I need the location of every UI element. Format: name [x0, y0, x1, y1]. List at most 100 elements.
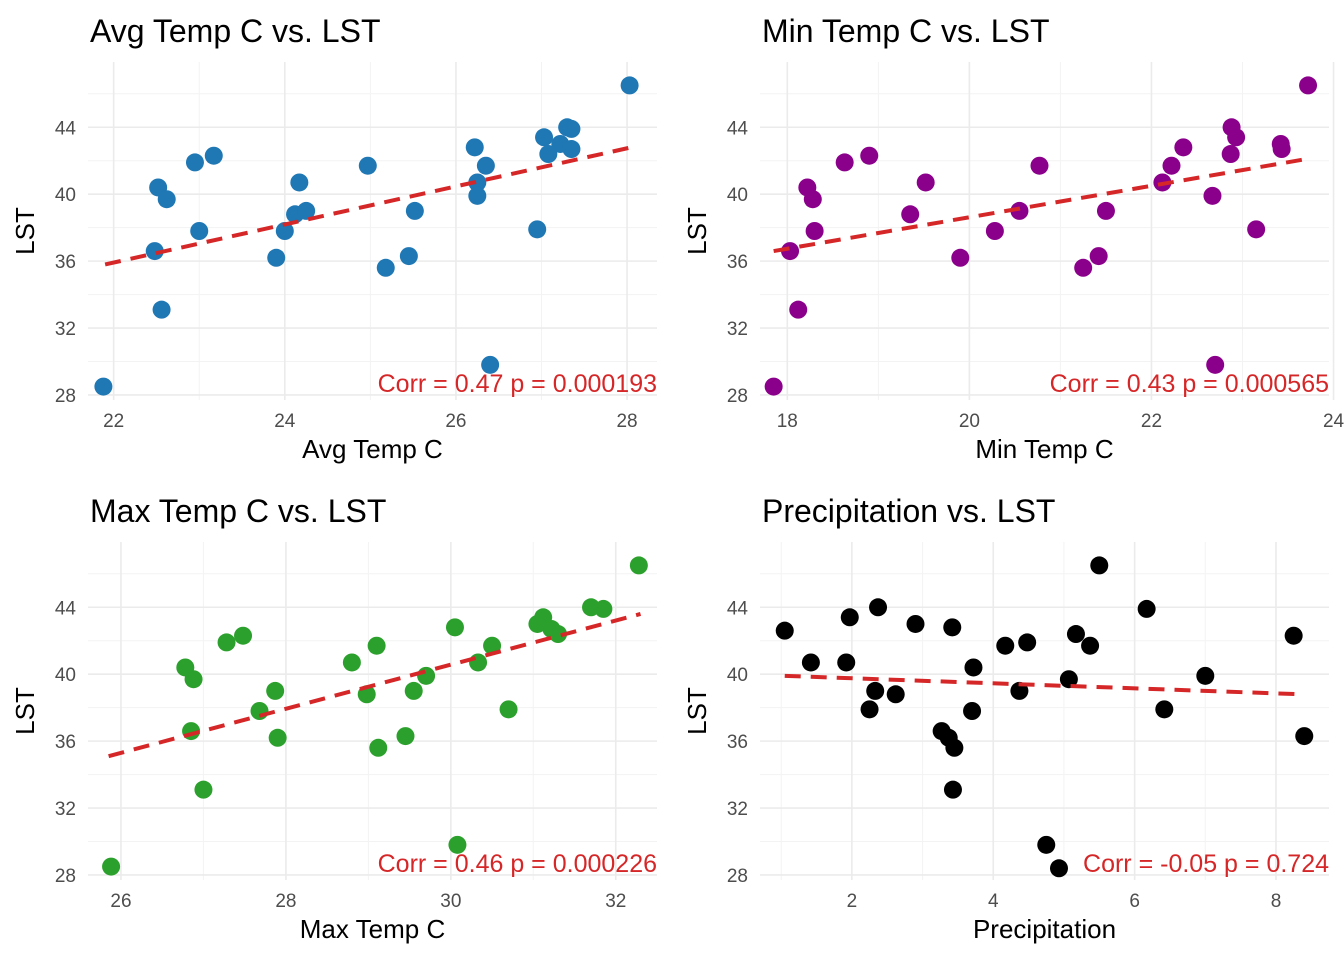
data-point [250, 702, 269, 720]
y-tick-label: 28 [55, 866, 76, 887]
y-tick-label: 32 [727, 799, 748, 820]
x-tick-label: 26 [110, 891, 131, 912]
data-point [481, 355, 500, 374]
data-point [483, 636, 502, 655]
data-point [1247, 220, 1266, 239]
data-point [204, 146, 223, 165]
data-point [102, 857, 121, 876]
data-point [266, 681, 285, 700]
data-point [1221, 145, 1240, 164]
data-point [629, 556, 648, 575]
y-tick-label: 40 [727, 185, 748, 206]
x-axis-label: Precipitation [973, 914, 1116, 944]
data-point [996, 636, 1015, 655]
correlation-annotation: Corr = 0.46 p = 0.000226 [378, 850, 657, 878]
data-point [145, 242, 164, 261]
y-tick-label: 44 [727, 598, 749, 619]
x-tick-label: 18 [777, 411, 798, 432]
x-axis-label: Min Temp C [975, 434, 1113, 464]
y-tick-label: 36 [55, 732, 76, 753]
y-axis-label: LST [682, 687, 712, 735]
data-point [539, 145, 558, 164]
data-point [342, 653, 361, 672]
data-point [275, 222, 294, 240]
data-point [840, 608, 859, 627]
data-point [901, 205, 920, 224]
data-point [1081, 636, 1100, 655]
data-point [562, 119, 581, 138]
y-axis-label: LST [10, 687, 40, 735]
data-point [951, 248, 970, 267]
y-tick-label: 36 [55, 252, 76, 273]
data-point [866, 681, 885, 700]
data-point [194, 780, 213, 799]
data-point [499, 700, 518, 719]
data-point [869, 598, 888, 617]
data-point [152, 300, 171, 319]
trend-line [784, 673, 1301, 697]
data-point [217, 633, 236, 652]
panel-title: Precipitation vs. LST [762, 493, 1055, 529]
y-tick-label: 32 [55, 319, 76, 340]
data-point [1155, 700, 1174, 719]
correlation-annotation: Corr = 0.47 p = 0.000193 [378, 370, 657, 398]
data-point [594, 599, 613, 618]
x-axis-label: Avg Temp C [302, 434, 443, 464]
y-tick-label: 32 [727, 319, 748, 340]
data-point [1030, 156, 1049, 175]
data-point [1049, 859, 1068, 878]
data-point [448, 835, 467, 854]
data-point [1010, 681, 1029, 700]
data-point [943, 618, 962, 637]
data-point [1074, 258, 1093, 277]
x-tick-label: 2 [847, 891, 858, 912]
data-point [268, 728, 287, 747]
correlation-annotation: Corr = 0.43 p = 0.000565 [1050, 370, 1329, 398]
data-point [1174, 138, 1193, 157]
x-tick-label: 26 [445, 411, 466, 432]
data-point [94, 377, 113, 396]
data-point [860, 700, 879, 719]
data-point [1196, 666, 1215, 685]
data-point [1203, 186, 1222, 205]
data-point [943, 780, 962, 799]
y-tick-label: 40 [55, 185, 76, 206]
x-tick-label: 6 [1129, 891, 1140, 912]
y-tick-label: 28 [55, 386, 76, 407]
data-point [1066, 625, 1085, 644]
data-point [562, 140, 581, 159]
data-point [184, 670, 203, 689]
trend-line [108, 612, 642, 759]
data-point [964, 658, 983, 677]
trend-line [773, 157, 1307, 254]
data-point [1090, 556, 1109, 575]
data-point [1295, 727, 1314, 746]
x-tick-label: 28 [616, 411, 637, 432]
data-point [1227, 128, 1246, 147]
data-point [234, 626, 253, 645]
data-point [468, 173, 487, 192]
y-tick-label: 44 [55, 118, 77, 139]
x-tick-label: 32 [605, 891, 626, 912]
y-tick-label: 44 [727, 118, 749, 139]
x-axis-label: Max Temp C [300, 914, 445, 944]
panel-max-temp: 26 28 30 32 28 32 36 40 44 Corr = 0.46 p = 0.0002… [10, 493, 657, 944]
y-tick-label: 32 [55, 799, 76, 820]
panel-title: Min Temp C vs. LST [762, 13, 1049, 49]
data-point [789, 300, 808, 319]
data-point [535, 128, 554, 147]
data-point [1137, 599, 1156, 618]
data-point [469, 653, 488, 672]
data-point [781, 242, 800, 261]
trend-line [104, 145, 632, 267]
data-point [764, 377, 783, 396]
y-tick-label: 36 [727, 252, 748, 273]
data-point [775, 621, 794, 640]
data-point [549, 625, 568, 644]
x-tick-label: 22 [1141, 411, 1162, 432]
x-tick-label: 8 [1271, 891, 1282, 912]
data-point [803, 190, 822, 209]
data-point [916, 173, 935, 192]
correlation-annotation: Corr = -0.05 p = 0.724 [1083, 850, 1329, 878]
data-point [367, 636, 386, 655]
